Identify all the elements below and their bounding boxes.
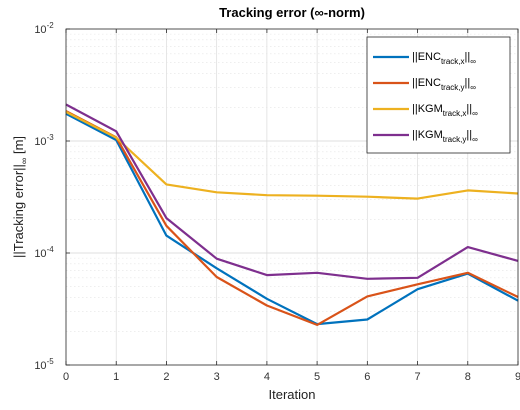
y-tick-label: 10-4 xyxy=(34,245,54,260)
x-tick-label: 4 xyxy=(264,371,270,383)
series-line-4 xyxy=(65,103,519,280)
series-line-2 xyxy=(65,110,519,326)
x-tick-label: 2 xyxy=(163,371,169,383)
x-tick-label: 0 xyxy=(63,371,69,383)
x-tick-label: 1 xyxy=(113,371,119,383)
series-line-1 xyxy=(65,112,519,326)
series-line-3 xyxy=(65,110,519,200)
legend: ||ENCtrack,x||∞ ||ENCtrack,y||∞ ||KGMtrack… xyxy=(366,36,511,154)
x-axis-label: Iteration xyxy=(269,387,316,402)
series-lines xyxy=(65,103,519,326)
x-tick-label: 6 xyxy=(364,371,370,383)
legend-label-4: ||KGMtrack,y||∞ xyxy=(412,129,478,144)
y-tick-label: 10-3 xyxy=(34,133,54,148)
legend-label-3: ||KGMtrack,x||∞ xyxy=(412,103,478,118)
x-tick-label: 3 xyxy=(214,371,220,383)
legend-label-1: ||ENCtrack,x||∞ xyxy=(412,51,476,66)
y-tick-label: 10-5 xyxy=(34,357,54,372)
axis-ticks: 0 1 2 3 4 5 6 7 8 9 10-5 10-4 10-3 10-2 xyxy=(34,21,520,383)
x-tick-label: 7 xyxy=(414,371,420,383)
y-tick-label: 10-2 xyxy=(34,21,54,36)
y-axis-label: ||Tracking error||∞ [m] xyxy=(11,136,29,258)
x-tick-label: 5 xyxy=(314,371,320,383)
x-tick-label: 8 xyxy=(465,371,471,383)
x-tick-label: 9 xyxy=(515,371,520,383)
chart-title: Tracking error (∞-norm) xyxy=(219,5,365,20)
legend-label-2: ||ENCtrack,y||∞ xyxy=(412,77,476,92)
plot-frame xyxy=(65,28,519,366)
